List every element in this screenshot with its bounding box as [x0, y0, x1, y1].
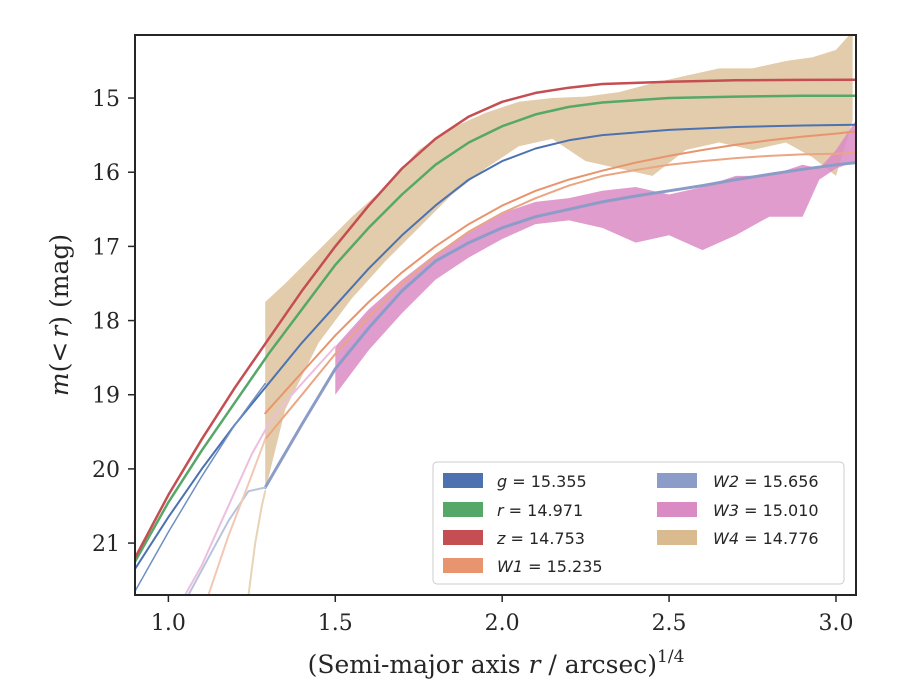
x-tick-label: 1.0	[151, 611, 186, 636]
legend-label: g = 15.355	[497, 472, 587, 491]
legend-item-w1: W1 = 15.235	[443, 557, 603, 576]
y-tick-label: 18	[92, 310, 120, 335]
x-tick-label: 2.0	[485, 611, 520, 636]
x-tick-label: 2.5	[652, 611, 687, 636]
x-tick-label: 1.5	[318, 611, 353, 636]
legend-swatch	[443, 502, 483, 517]
legend: g = 15.355 r = 14.971 z = 14.753 W1 = 15.23…	[432, 461, 845, 585]
line-w4-faint	[247, 490, 267, 595]
y-tick-label: 16	[92, 161, 120, 186]
legend-swatch	[443, 558, 483, 573]
line-g-second	[135, 382, 266, 593]
legend-swatch	[657, 502, 697, 517]
plot-area	[135, 35, 856, 595]
legend-item-w2: W2 = 15.656	[657, 472, 819, 491]
line-w3-faint	[184, 345, 337, 595]
y-tick-label: 17	[92, 235, 120, 260]
y-axis: 15 16 17 18 19 20 21	[92, 87, 135, 557]
legend-label: W3 = 15.010	[713, 501, 819, 520]
y-axis-label: m(<r) (mag)	[45, 234, 74, 396]
legend-label: W4 = 14.776	[713, 529, 819, 548]
legend-swatch	[443, 473, 483, 488]
line-w1-faint	[207, 438, 267, 595]
line-w1	[264, 130, 856, 415]
line-w2-faint	[187, 486, 267, 595]
x-axis: 1.0 1.5 2.0 2.5 3.0	[151, 595, 853, 636]
line-w1-second	[264, 151, 856, 441]
legend-item-r: r = 14.971	[443, 501, 583, 520]
x-axis-label: (Semi-major axis r / arcsec)1/4	[308, 647, 685, 679]
legend-label: r = 14.971	[497, 501, 583, 520]
legend-label: W1 = 15.235	[497, 557, 603, 576]
legend-box	[432, 461, 845, 585]
line-w2	[263, 161, 856, 489]
x-tick-label: 3.0	[818, 611, 853, 636]
y-tick-label: 19	[92, 384, 120, 409]
y-tick-label: 20	[92, 458, 120, 483]
band-w3	[335, 120, 856, 395]
y-tick-label: 15	[92, 87, 120, 112]
legend-label: W2 = 15.656	[713, 472, 819, 491]
legend-label: z = 14.753	[496, 529, 585, 548]
legend-item-g: g = 15.355	[443, 472, 587, 491]
plot-frame	[134, 34, 857, 596]
line-r	[135, 94, 856, 563]
band-w4	[265, 35, 853, 492]
legend-item-w4: W4 = 14.776	[657, 529, 819, 548]
legend-item-w3: W3 = 15.010	[657, 501, 819, 520]
legend-item-z: z = 14.753	[443, 529, 585, 548]
legend-swatch	[657, 473, 697, 488]
y-tick-label: 21	[92, 532, 120, 557]
legend-swatch	[443, 530, 483, 545]
line-z	[135, 78, 856, 560]
legend-swatch	[657, 530, 697, 545]
